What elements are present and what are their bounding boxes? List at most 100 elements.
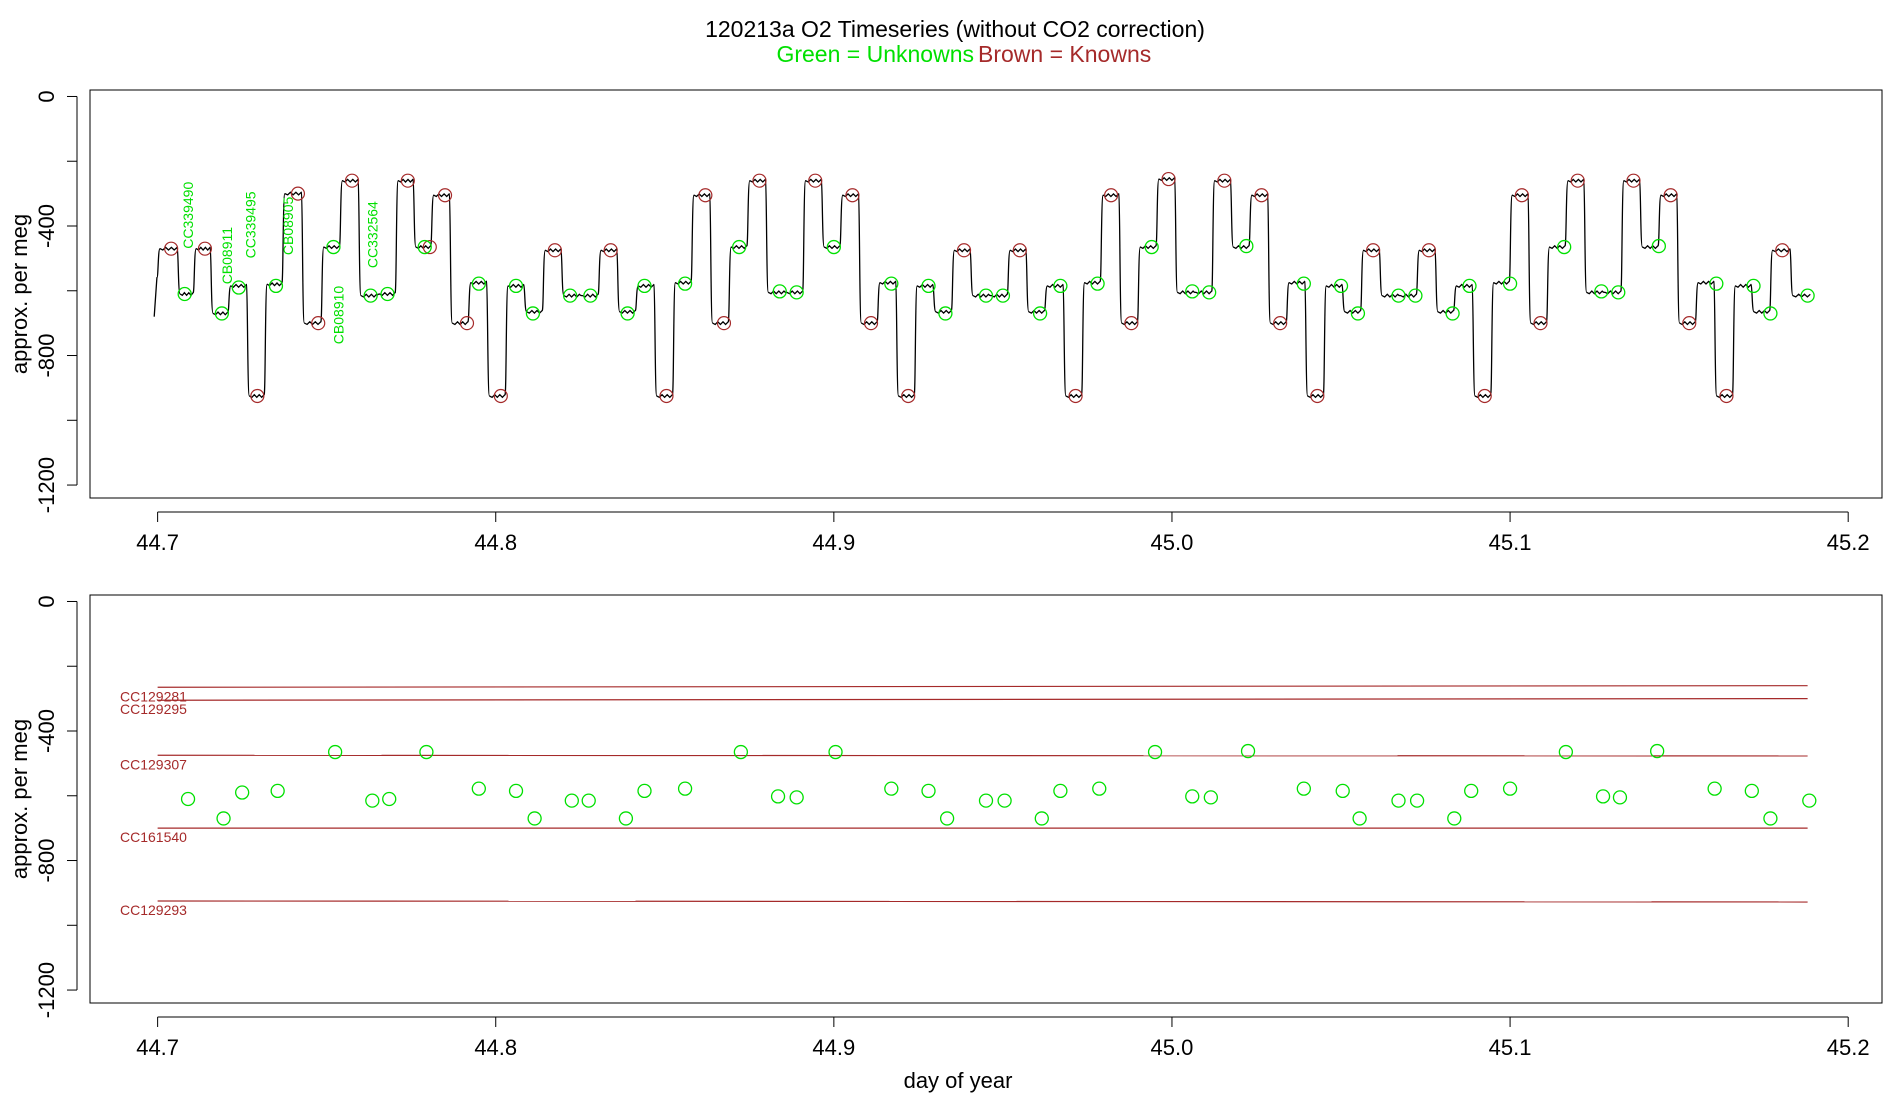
- unknown-point: [1202, 285, 1217, 300]
- known-point: [437, 188, 453, 203]
- known-point: [956, 243, 972, 258]
- unknown-point: [921, 278, 936, 294]
- unknown-point: [826, 239, 841, 255]
- known-reference-label: CC129295: [120, 701, 187, 717]
- unknown-point: [1391, 288, 1406, 303]
- known-point: [1682, 316, 1697, 331]
- unknown-point: [562, 288, 578, 303]
- known-point: [197, 241, 213, 256]
- known-point: [1310, 388, 1325, 404]
- unknown-point: [1763, 811, 1778, 826]
- unknown-point: [1445, 306, 1460, 321]
- x-tick-label: 45.1: [1489, 1035, 1532, 1060]
- unknown-point: [177, 286, 192, 302]
- unknown-point: [1090, 276, 1105, 291]
- x-tick-label: 44.9: [812, 530, 855, 555]
- unknown-point: [1595, 789, 1611, 804]
- unknown-point: [1650, 743, 1665, 759]
- unknown-point: [677, 276, 693, 291]
- known-point: [400, 173, 415, 188]
- known-point: [547, 243, 563, 258]
- unknown-point: [789, 285, 804, 300]
- unknown-point: [828, 744, 843, 760]
- known-point: [1533, 316, 1548, 331]
- unknown-point: [1502, 276, 1518, 291]
- unknown-point: [419, 744, 434, 760]
- unknown-point: [1203, 790, 1218, 805]
- known-point: [1626, 173, 1641, 188]
- known-point: [1719, 388, 1734, 404]
- known-reference-label: CC129307: [120, 756, 187, 772]
- unknown-sample-label: CC339495: [243, 191, 259, 258]
- unknown-point: [1147, 744, 1163, 760]
- unknown-point: [1185, 284, 1200, 299]
- known-point: [698, 188, 713, 203]
- unknown-point: [1391, 793, 1406, 808]
- unknown-point: [1447, 811, 1462, 826]
- unknown-point: [1802, 793, 1817, 808]
- unknown-point: [583, 288, 598, 303]
- unknown-point: [214, 306, 230, 321]
- unknown-point: [1746, 278, 1761, 294]
- plot-frame: [89, 594, 1883, 1004]
- unknown-point: [1557, 239, 1572, 255]
- unknown-point: [618, 811, 634, 826]
- unknown-point: [380, 286, 395, 302]
- unknown-point: [327, 744, 343, 760]
- known-point: [901, 388, 916, 404]
- unknown-point: [620, 306, 635, 321]
- x-tick-label: 44.8: [474, 1035, 517, 1060]
- unknown-point: [1612, 790, 1628, 805]
- y-tick-label: 0: [34, 90, 59, 102]
- timeseries-panel: 44.7 44.8 44.9 45.0 45.1 45.2 0 -400 -800 -1200 C…: [7, 89, 1883, 555]
- unknown-point: [508, 278, 524, 294]
- unknown-point: [231, 280, 246, 295]
- unknown-point: [1651, 238, 1666, 254]
- unknown-point: [637, 278, 652, 294]
- known-point: [1161, 171, 1176, 187]
- unknown-point: [772, 284, 787, 299]
- unknown-sample-label: CB08910: [331, 286, 347, 345]
- known-reference-line: [157, 685, 1808, 688]
- unknown-point: [1092, 781, 1107, 796]
- unknown-point: [1296, 276, 1311, 291]
- known-point: [422, 239, 437, 255]
- known-point: [1068, 388, 1083, 404]
- unknown-point: [1333, 278, 1349, 294]
- known-point: [845, 188, 860, 203]
- unknown-point: [564, 793, 579, 808]
- unknown-point: [978, 288, 994, 303]
- known-point: [1217, 173, 1232, 188]
- unknown-point: [581, 793, 596, 808]
- known-point: [808, 173, 823, 188]
- unknown-point: [1352, 811, 1367, 826]
- unknown-sample-label: CC332564: [364, 201, 380, 268]
- x-tick-label: 44.8: [474, 530, 517, 555]
- known-reference-line: [157, 698, 1808, 701]
- unknown-point: [1239, 238, 1254, 254]
- unknown-point: [995, 288, 1011, 303]
- known-point: [290, 186, 306, 201]
- unknown-point: [1707, 781, 1722, 796]
- known-point: [659, 388, 674, 404]
- known-point: [863, 316, 879, 331]
- y-tick-label: -1200: [34, 457, 59, 513]
- unknown-point: [270, 783, 285, 799]
- unknown-point: [978, 793, 994, 808]
- unknown-point: [789, 790, 804, 805]
- known-point: [459, 316, 475, 331]
- known-point: [1775, 243, 1790, 258]
- y-tick-label: -400: [34, 204, 59, 248]
- known-point: [493, 388, 508, 404]
- unknown-point: [1034, 811, 1049, 826]
- unknown-point: [1502, 781, 1518, 796]
- known-point: [1477, 388, 1492, 404]
- known-point: [250, 388, 265, 404]
- known-point: [344, 173, 360, 188]
- y-tick-label: -400: [34, 709, 59, 753]
- unknown-point: [1335, 783, 1350, 799]
- y-tick-label: -800: [34, 839, 59, 883]
- unknown-point: [382, 791, 397, 807]
- known-point: [1663, 188, 1678, 203]
- y-axis-label: approx. per meg: [7, 214, 32, 374]
